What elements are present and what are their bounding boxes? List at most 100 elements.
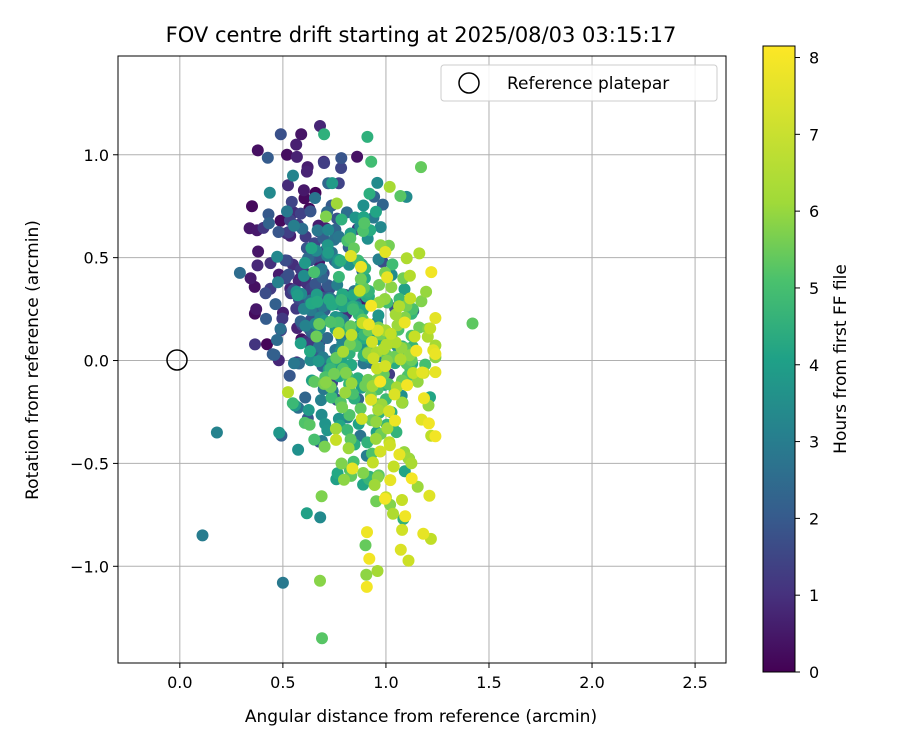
scatter-point [339, 366, 352, 379]
scatter-point [358, 217, 371, 230]
scatter-point [411, 480, 424, 493]
scatter-point [294, 207, 307, 220]
scatter-point [366, 335, 378, 348]
colorbar-tick-label: 7 [809, 125, 819, 144]
scatter-point [323, 293, 335, 306]
scatter-point [429, 348, 442, 360]
scatter-point [384, 474, 397, 487]
scatter-point [335, 152, 348, 165]
scatter-point [297, 269, 310, 282]
scatter-point [380, 338, 393, 351]
colorbar-tick-label: 2 [809, 509, 819, 528]
scatter-point [335, 162, 348, 174]
scatter-point [315, 490, 328, 503]
scatter-point [351, 150, 364, 163]
scatter-point [304, 345, 316, 358]
colorbar-tick-label: 8 [809, 49, 819, 68]
scatter-point [344, 250, 357, 262]
scatter-point [308, 375, 321, 388]
scatter-point [371, 324, 384, 337]
scatter-point [274, 128, 287, 141]
scatter-point [374, 375, 387, 388]
scatter-point [272, 226, 285, 238]
scatter-point [332, 327, 345, 340]
scatter-point [354, 273, 367, 285]
scatter-point [401, 379, 414, 392]
scatter-point [415, 295, 428, 308]
scatter-point [334, 254, 347, 267]
scatter-point [396, 396, 408, 409]
scatter-point [361, 526, 373, 539]
scatter-point [332, 270, 345, 283]
colorbar-ticks: 0 1 2 3 4 5 6 7 8 [795, 49, 819, 682]
scatter-point [353, 284, 366, 297]
scatter-point [262, 208, 275, 221]
scatter-point [262, 217, 275, 230]
colorbar: 0 1 2 3 4 5 6 7 8 Hours from first FF file [762, 45, 851, 682]
scatter-point [261, 338, 273, 351]
scatter-point [273, 426, 286, 439]
scatter-point [415, 161, 427, 174]
scatter-point [335, 457, 348, 470]
x-tick-label: 2.5 [682, 673, 707, 692]
scatter-point [281, 148, 293, 161]
y-tick-label: −0.5 [70, 454, 109, 473]
scatter-point [337, 345, 350, 358]
scatter-point [304, 205, 317, 218]
x-axis-ticks: 0.0 0.5 1.0 1.5 2.0 2.5 [167, 663, 708, 692]
scatter-point [379, 246, 392, 258]
scatter-point [291, 289, 304, 302]
scatter-point [281, 205, 293, 218]
scatter-point [420, 285, 433, 298]
scatter-point [276, 576, 289, 589]
scatter-point [269, 298, 282, 311]
scatter-point [271, 250, 284, 263]
scatter-point [294, 337, 307, 350]
scatter-point [396, 523, 409, 536]
scatter-point [363, 187, 376, 200]
scatter-point [410, 344, 423, 357]
scatter-point [299, 319, 312, 332]
scatter-point [250, 303, 263, 316]
scatter-point [396, 494, 408, 506]
scatter-point [303, 418, 316, 431]
scatter-point [321, 332, 334, 344]
y-tick-label: 0.5 [84, 249, 109, 268]
scatter-point [312, 340, 325, 353]
scatter-point [261, 151, 274, 164]
scatter-point [361, 130, 374, 143]
scatter-point [369, 432, 382, 445]
scatter-point [403, 269, 416, 282]
scatter-point [326, 177, 339, 190]
scatter-point [357, 199, 370, 212]
scatter-point [330, 197, 343, 210]
scatter-point [244, 272, 257, 285]
scatter-point [373, 279, 386, 291]
scatter-point [381, 422, 394, 435]
reference-platepar-marker [166, 349, 188, 371]
scatter-point [394, 353, 407, 366]
scatter-point [398, 316, 411, 329]
scatter-point [310, 330, 323, 343]
scatter-point [322, 223, 335, 236]
scatter-point [383, 439, 396, 452]
scatter-point [315, 394, 327, 407]
colorbar-tick-label: 6 [809, 202, 819, 221]
scatter-point [359, 539, 372, 552]
scatter-point [318, 157, 331, 169]
x-tick-label: 1.0 [373, 673, 398, 692]
scatter-point [407, 367, 420, 379]
scatter-point [286, 397, 299, 410]
scatter-point [324, 316, 337, 328]
scatter-point [345, 328, 358, 341]
scatter-point [249, 338, 261, 351]
colorbar-label: Hours from first FF file [831, 264, 851, 454]
scatter-point [425, 266, 438, 279]
scatter-point [252, 245, 265, 258]
scatter-point [251, 259, 264, 272]
scatter-point [390, 426, 403, 439]
scatter-point [344, 232, 357, 245]
scatter-point [316, 632, 328, 645]
scatter-point [308, 433, 321, 446]
scatter-point [210, 426, 223, 439]
